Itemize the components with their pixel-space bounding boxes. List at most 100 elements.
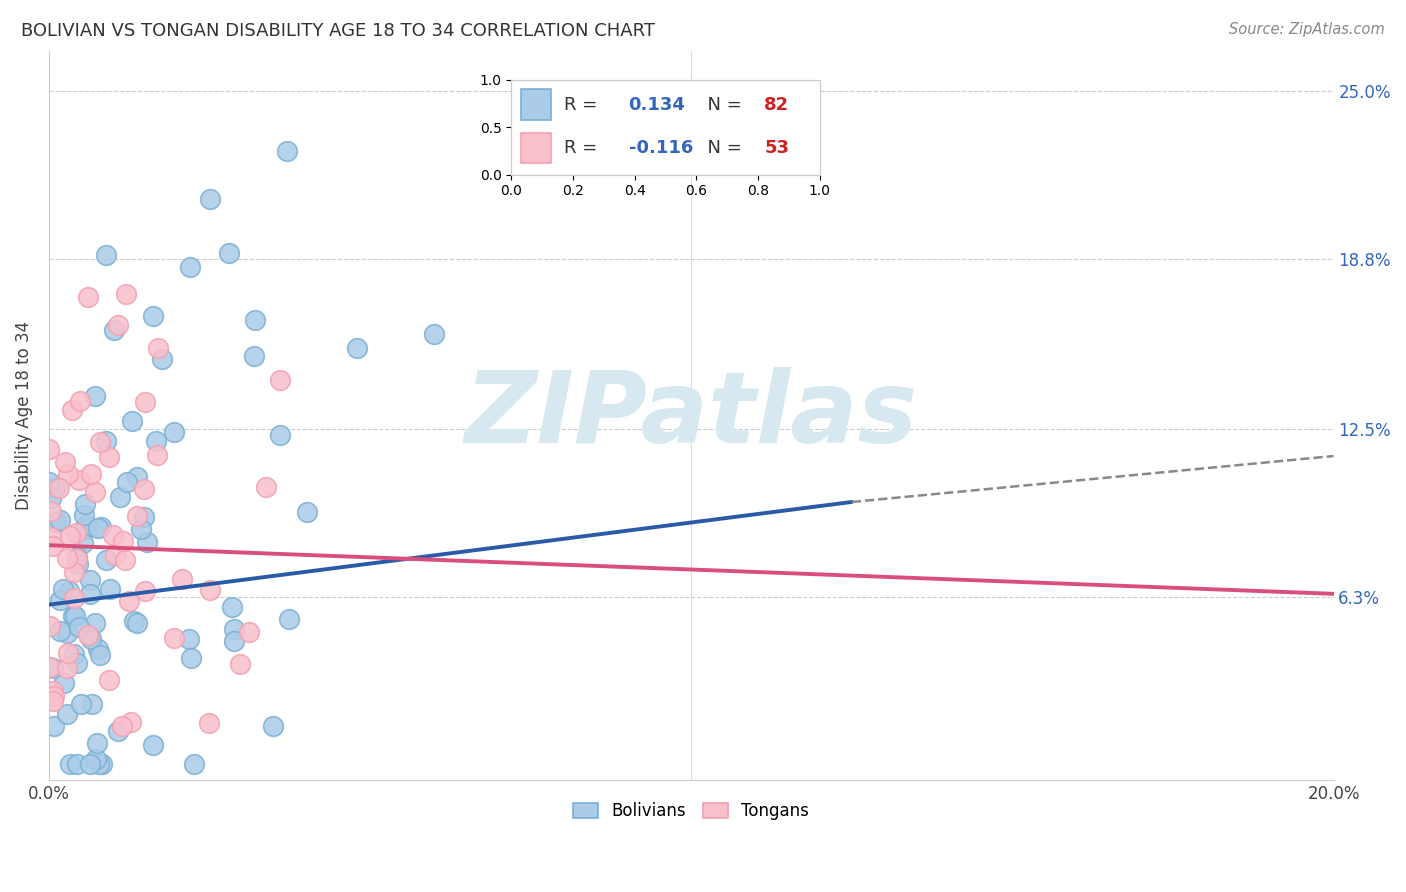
Point [179, 260, 201, 274]
Point [73, 497, 96, 511]
Point [84, 389, 107, 403]
Point [98, 582, 121, 596]
Point [56, 661, 79, 675]
Point [245, 312, 267, 326]
Point [83, 485, 105, 500]
Point [60, 403, 83, 417]
Point [53, 455, 76, 469]
Point [53, 676, 76, 690]
Point [79, 757, 101, 772]
Legend: Bolivians, Tongans: Bolivians, Tongans [567, 796, 815, 827]
Point [97, 450, 120, 464]
Point [80, 467, 103, 481]
Point [66, 656, 89, 670]
Point [63, 608, 86, 623]
Point [115, 475, 138, 490]
Point [262, 719, 284, 733]
Point [39, 531, 62, 545]
Point [146, 341, 169, 355]
Point [222, 634, 245, 648]
Y-axis label: Disability Age 18 to 34: Disability Age 18 to 34 [15, 321, 32, 510]
Point [134, 510, 156, 524]
Point [111, 719, 134, 733]
Point [221, 599, 243, 614]
Point [114, 553, 136, 567]
Point [66, 551, 89, 566]
Point [229, 657, 252, 671]
Point [87, 521, 110, 535]
Point [42, 694, 65, 708]
Point [104, 548, 127, 562]
Point [103, 323, 125, 337]
Point [84, 616, 107, 631]
Point [96, 434, 118, 448]
Point [38, 660, 60, 674]
Point [125, 470, 148, 484]
Point [90, 520, 112, 534]
Point [86, 752, 108, 766]
Point [180, 651, 202, 665]
Point [66, 558, 89, 572]
Point [198, 716, 221, 731]
Point [70, 697, 93, 711]
Point [121, 414, 143, 428]
Point [49, 514, 72, 528]
Point [52, 582, 75, 596]
Point [42, 539, 65, 553]
Point [59, 757, 82, 772]
Point [142, 309, 165, 323]
Point [79, 587, 101, 601]
Point [44, 719, 66, 733]
Point [63, 647, 86, 661]
Point [243, 349, 266, 363]
Point [98, 673, 121, 687]
Point [48, 481, 70, 495]
Point [56, 646, 79, 660]
Point [150, 352, 173, 367]
Point [49, 624, 72, 638]
Point [112, 534, 135, 549]
Point [94, 553, 117, 567]
Point [38, 442, 60, 457]
Point [39, 504, 62, 518]
Point [56, 551, 79, 566]
Point [170, 572, 193, 586]
Point [145, 449, 167, 463]
Point [224, 623, 246, 637]
Point [69, 394, 91, 409]
Point [80, 632, 103, 647]
Point [269, 428, 291, 442]
Point [56, 625, 79, 640]
Point [218, 246, 240, 260]
Text: BOLIVIAN VS TONGAN DISABILITY AGE 18 TO 34 CORRELATION CHART: BOLIVIAN VS TONGAN DISABILITY AGE 18 TO … [21, 22, 655, 40]
Point [120, 715, 142, 730]
Point [198, 583, 221, 598]
Point [44, 481, 66, 495]
Point [87, 757, 110, 772]
Point [86, 736, 108, 750]
Point [254, 480, 277, 494]
Point [89, 648, 111, 662]
Point [127, 615, 149, 630]
Point [132, 482, 155, 496]
Point [163, 631, 186, 645]
Point [38, 619, 60, 633]
Point [297, 505, 319, 519]
Point [134, 395, 156, 409]
Point [163, 425, 186, 440]
Point [55, 706, 77, 721]
Point [76, 290, 98, 304]
Point [39, 491, 62, 505]
Point [94, 248, 117, 262]
Point [145, 434, 167, 448]
Text: Source: ZipAtlas.com: Source: ZipAtlas.com [1229, 22, 1385, 37]
Point [62, 608, 84, 623]
Point [115, 286, 138, 301]
Point [73, 508, 96, 523]
Point [107, 318, 129, 332]
Point [277, 611, 299, 625]
Point [198, 192, 221, 206]
Point [42, 661, 65, 675]
Point [238, 624, 260, 639]
Point [65, 757, 87, 772]
